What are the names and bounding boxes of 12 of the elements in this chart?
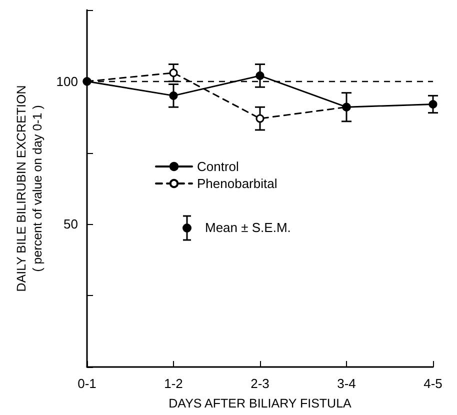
x-tick-label: 3-4 xyxy=(337,376,356,391)
y-tick-label: 50 xyxy=(64,216,78,232)
x-axis-title: DAYS AFTER BILIARY FISTULA xyxy=(168,396,352,410)
x-tick-label: 1-2 xyxy=(164,376,183,391)
legend-label: Phenobarbital xyxy=(197,176,278,191)
x-tick-label: 2-3 xyxy=(250,376,270,391)
legend-label: Control xyxy=(197,159,240,174)
y-axis-title: DAILY BILE BILIRUBIN EXCRETION ( percent of value on day 0-1 ) xyxy=(14,85,44,292)
x-tick-label: 4-5 xyxy=(424,376,442,391)
annotation: Mean ± S.E.M. xyxy=(205,220,291,235)
x-tick-label: 0-1 xyxy=(78,376,96,391)
y-tick-label: 100 xyxy=(56,74,78,89)
